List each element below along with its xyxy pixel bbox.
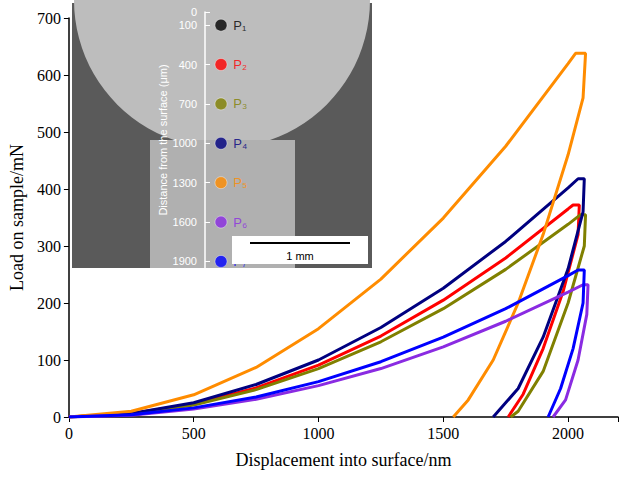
svg-text:0: 0 [65,425,73,442]
svg-text:1500: 1500 [427,425,459,442]
svg-text:1000: 1000 [302,425,334,442]
svg-text:300: 300 [37,238,61,255]
svg-text:1600: 1600 [173,216,197,228]
svg-text:200: 200 [37,295,61,312]
svg-text:P₁: P₁ [233,18,247,33]
svg-text:400: 400 [37,181,61,198]
svg-text:700: 700 [179,98,197,110]
svg-text:P₃: P₃ [233,96,247,111]
svg-text:P₄: P₄ [233,136,247,151]
svg-text:2000: 2000 [552,425,584,442]
svg-text:100: 100 [37,352,61,369]
svg-text:Distance from the surface (μm): Distance from the surface (μm) [157,64,169,215]
svg-text:500: 500 [37,124,61,141]
svg-text:1 mm: 1 mm [286,250,314,262]
svg-text:0: 0 [53,409,61,426]
svg-text:Load on sample/mN: Load on sample/mN [7,144,27,291]
svg-text:Displacement into surface/nm: Displacement into surface/nm [235,450,451,470]
svg-text:400: 400 [179,59,197,71]
svg-text:1000: 1000 [173,137,197,149]
svg-text:P₅: P₅ [233,175,247,190]
svg-text:P₆: P₆ [233,215,247,230]
svg-text:P₂: P₂ [233,57,247,72]
svg-text:100: 100 [179,19,197,31]
svg-text:1300: 1300 [173,177,197,189]
svg-text:0: 0 [191,6,197,18]
svg-text:500: 500 [182,425,206,442]
svg-text:700: 700 [37,10,61,27]
svg-text:1900: 1900 [173,255,197,267]
svg-text:600: 600 [37,67,61,84]
